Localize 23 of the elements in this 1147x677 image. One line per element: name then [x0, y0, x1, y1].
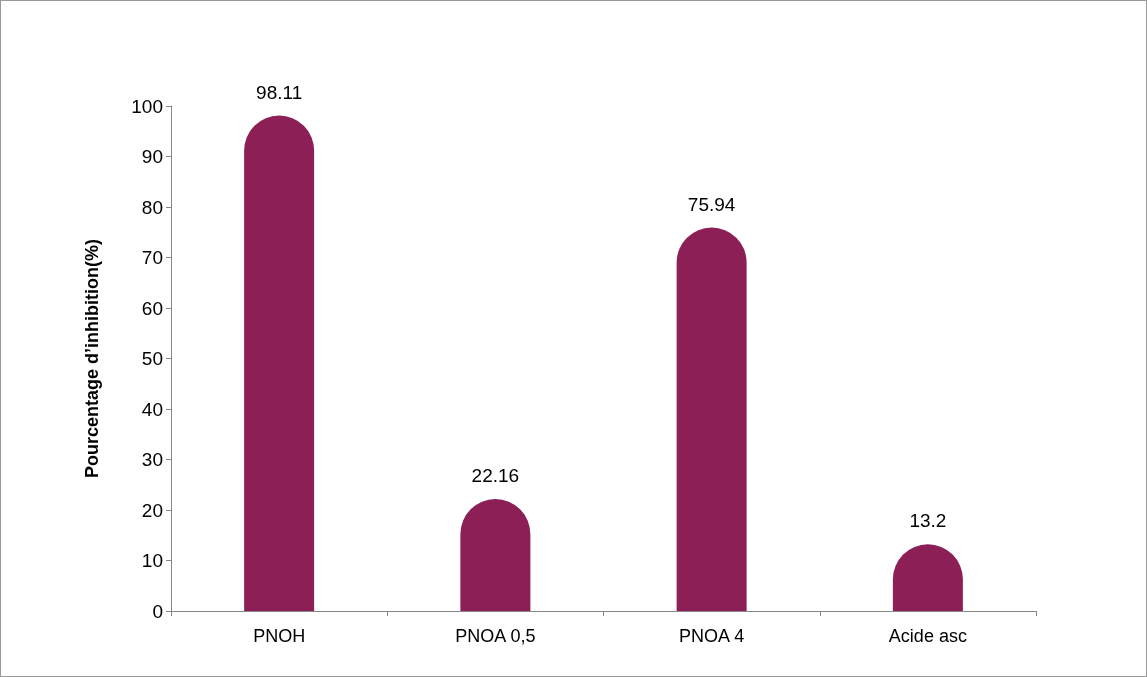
y-tick-label: 0 [152, 600, 163, 622]
y-tick-label: 80 [141, 196, 163, 218]
y-tick-label: 40 [141, 398, 163, 420]
data-label: 13.2 [909, 510, 947, 532]
y-tick-label: 60 [141, 297, 163, 319]
data-label: 98.11 [256, 81, 303, 103]
data-label: 75.94 [687, 193, 736, 215]
bar [676, 227, 747, 611]
y-tick-label: 90 [141, 146, 163, 167]
x-tick-label: PNOA 4 [679, 626, 745, 646]
bar [460, 499, 531, 611]
x-tick-label: PNOH [253, 626, 306, 646]
x-tick-label: PNOA 0,5 [455, 626, 536, 646]
y-tick-label: 100 [131, 95, 163, 117]
y-tick-label: 50 [141, 348, 163, 369]
bar [244, 115, 315, 611]
data-label: 22.16 [471, 465, 520, 487]
y-tick-label: 70 [141, 247, 163, 268]
y-tick-label: 10 [141, 550, 163, 571]
y-tick-label: 30 [141, 449, 163, 470]
y-axis-title: Pourcentage d’inhibition(%) [82, 239, 102, 478]
x-tick-label: Acide asc [888, 626, 967, 646]
y-tick-label: 20 [141, 499, 163, 521]
